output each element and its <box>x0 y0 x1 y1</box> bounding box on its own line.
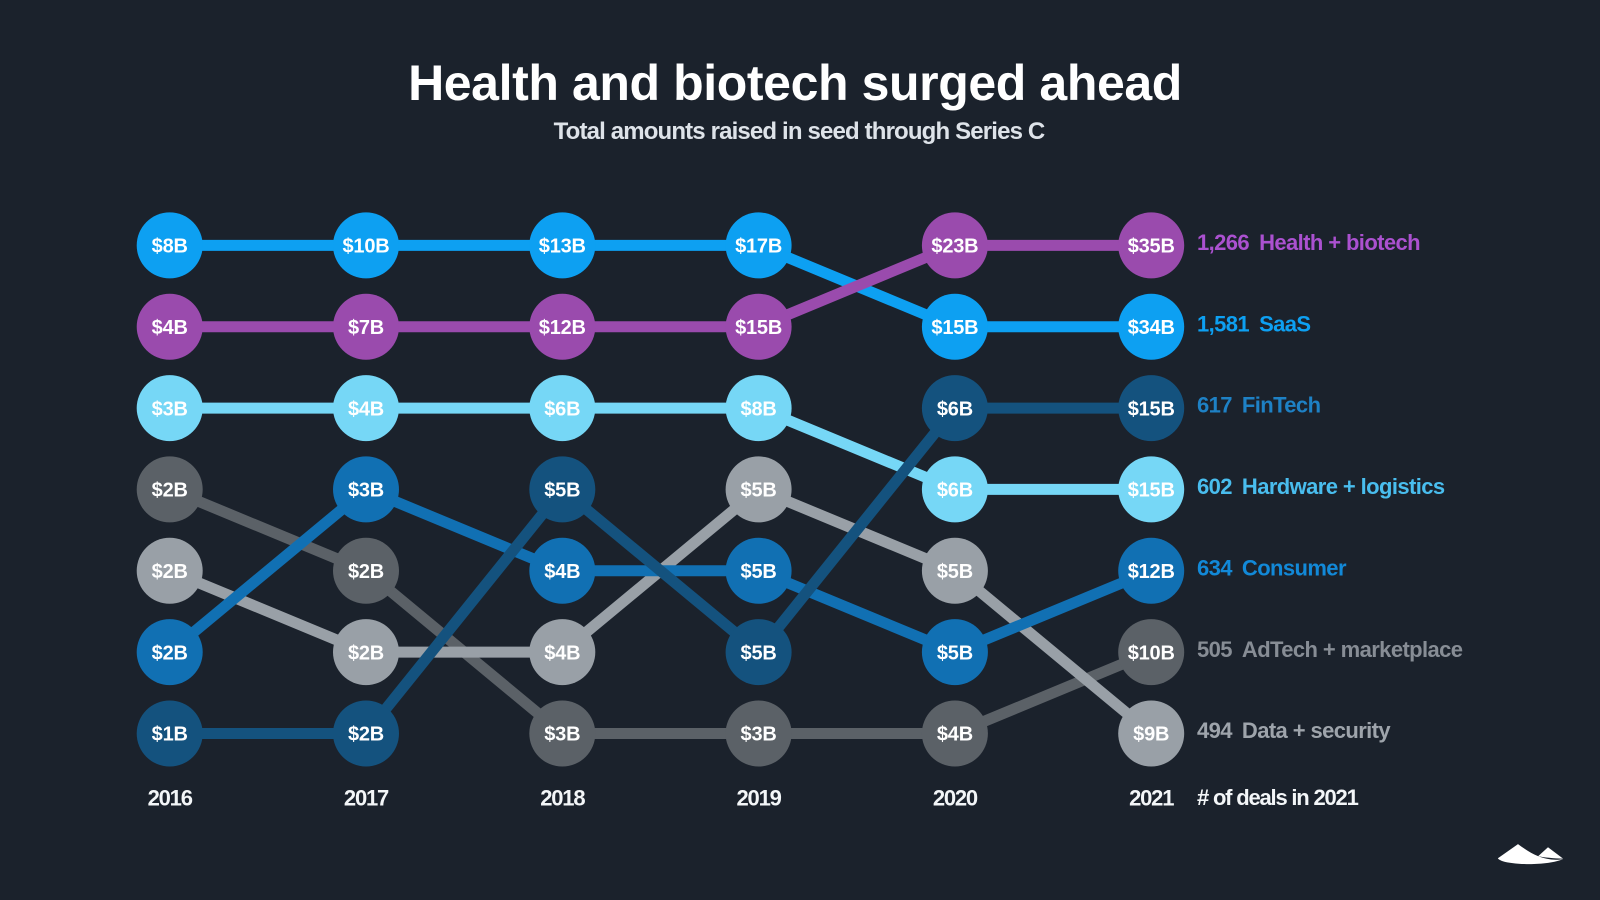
svg-text:$34B: $34B <box>1128 317 1175 339</box>
svg-text:$2B: $2B <box>348 561 384 583</box>
svg-text:$5B: $5B <box>741 642 777 664</box>
svg-text:Total amounts raised in seed t: Total amounts raised in seed through Ser… <box>554 118 1045 145</box>
svg-text:$15B: $15B <box>931 317 978 339</box>
svg-text:$10B: $10B <box>1128 642 1175 664</box>
svg-text:2020: 2020 <box>933 786 978 811</box>
svg-text:$10B: $10B <box>342 236 389 258</box>
svg-text:2018: 2018 <box>540 786 585 811</box>
svg-text:$13B: $13B <box>539 236 586 258</box>
svg-text:$17B: $17B <box>735 236 782 258</box>
svg-text:2019: 2019 <box>737 786 782 811</box>
svg-text:# of deals in 2021: # of deals in 2021 <box>1197 785 1359 810</box>
svg-text:$12B: $12B <box>539 317 586 339</box>
svg-text:Health and biotech surged ahea: Health and biotech surged ahead <box>408 55 1182 111</box>
svg-text:$2B: $2B <box>152 561 188 583</box>
svg-text:$4B: $4B <box>544 561 580 583</box>
svg-text:$2B: $2B <box>152 642 188 664</box>
svg-text:$6B: $6B <box>544 398 580 420</box>
svg-text:$3B: $3B <box>152 398 188 420</box>
svg-text:2017: 2017 <box>344 786 389 811</box>
svg-text:$15B: $15B <box>1128 480 1175 502</box>
svg-text:$7B: $7B <box>348 317 384 339</box>
svg-text:$9B: $9B <box>1133 724 1169 746</box>
svg-text:$4B: $4B <box>544 642 580 664</box>
svg-text:$15B: $15B <box>1128 398 1175 420</box>
svg-text:$6B: $6B <box>937 480 973 502</box>
svg-text:$4B: $4B <box>937 724 973 746</box>
svg-text:2016: 2016 <box>148 786 193 811</box>
svg-text:$3B: $3B <box>544 724 580 746</box>
svg-text:$4B: $4B <box>152 317 188 339</box>
svg-text:$2B: $2B <box>348 724 384 746</box>
svg-text:$8B: $8B <box>152 236 188 258</box>
svg-text:$5B: $5B <box>544 480 580 502</box>
svg-text:$4B: $4B <box>348 398 384 420</box>
svg-text:$12B: $12B <box>1128 561 1175 583</box>
svg-text:$5B: $5B <box>741 561 777 583</box>
svg-text:$35B: $35B <box>1128 236 1175 258</box>
svg-text:$5B: $5B <box>741 480 777 502</box>
svg-text:$3B: $3B <box>741 724 777 746</box>
svg-text:$2B: $2B <box>348 642 384 664</box>
svg-text:$23B: $23B <box>931 236 978 258</box>
svg-text:$1B: $1B <box>152 724 188 746</box>
svg-text:$6B: $6B <box>937 398 973 420</box>
svg-text:$8B: $8B <box>741 398 777 420</box>
svg-text:$15B: $15B <box>735 317 782 339</box>
svg-text:2021: 2021 <box>1129 786 1174 811</box>
svg-text:$5B: $5B <box>937 642 973 664</box>
svg-text:$5B: $5B <box>937 561 973 583</box>
svg-text:$3B: $3B <box>348 480 384 502</box>
svg-text:$2B: $2B <box>152 480 188 502</box>
